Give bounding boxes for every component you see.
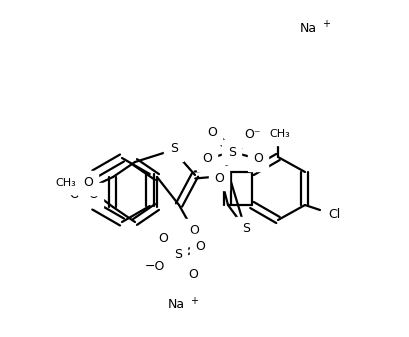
Text: CH₃: CH₃ <box>56 178 76 188</box>
Text: S: S <box>227 146 236 158</box>
Text: −O: −O <box>144 261 165 274</box>
Text: O: O <box>207 125 216 139</box>
Text: O⁻: O⁻ <box>244 128 261 142</box>
Text: O: O <box>69 188 79 202</box>
Text: Cl: Cl <box>327 209 339 221</box>
Text: O: O <box>188 269 198 281</box>
Text: O: O <box>158 232 168 245</box>
Text: CH₃: CH₃ <box>269 129 290 139</box>
Text: O: O <box>83 177 93 189</box>
Text: O: O <box>88 188 98 202</box>
Text: S: S <box>241 222 249 236</box>
Text: O: O <box>189 224 198 238</box>
Text: S: S <box>170 143 178 155</box>
Text: O: O <box>202 153 211 165</box>
Text: O: O <box>213 172 223 184</box>
Text: +: + <box>321 19 329 29</box>
Text: O: O <box>195 240 204 252</box>
Text: S: S <box>173 248 182 262</box>
Text: +: + <box>189 296 198 306</box>
Text: Na: Na <box>168 299 185 311</box>
Text: O: O <box>252 153 262 165</box>
Text: Na: Na <box>299 22 316 34</box>
